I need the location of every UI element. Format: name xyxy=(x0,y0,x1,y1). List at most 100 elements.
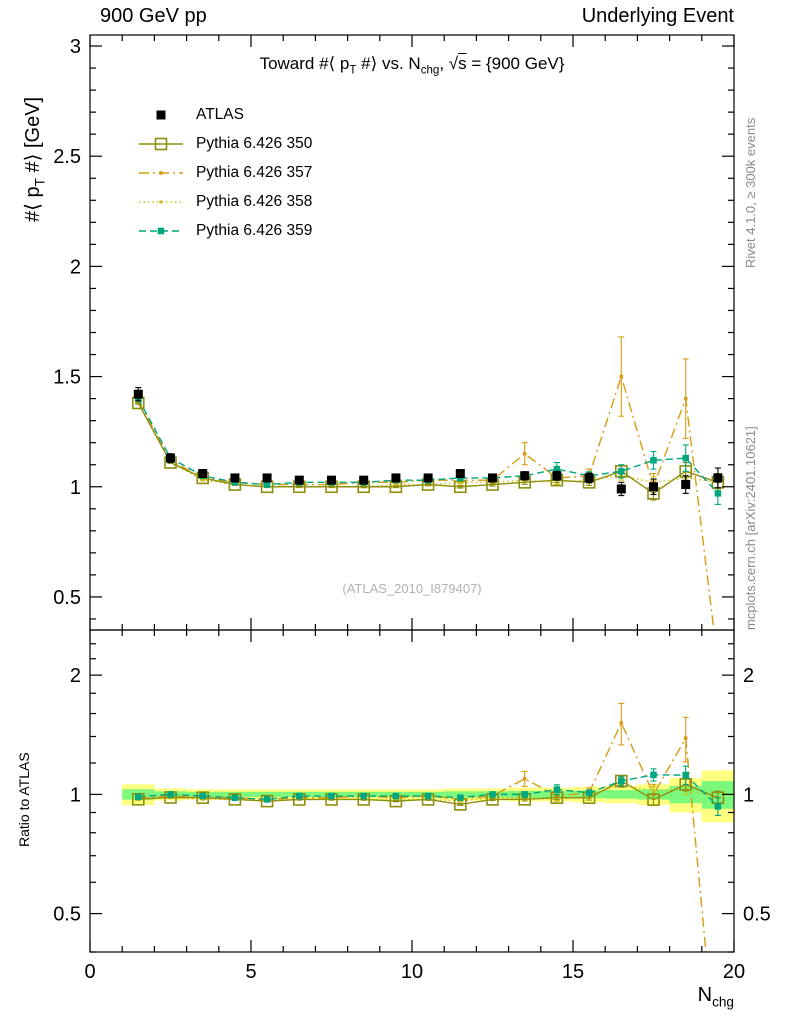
label-fragment: #⟨ p xyxy=(22,186,44,222)
data-marker xyxy=(682,454,689,462)
data-marker xyxy=(263,481,271,488)
data-marker xyxy=(683,396,688,401)
ratio-panel-frame xyxy=(89,629,735,953)
legend-item: Pythia 6.426 359 xyxy=(138,216,312,245)
data-marker xyxy=(154,137,168,150)
label-fragment: #⟩ vs. N xyxy=(356,54,421,73)
tick-label: 1 xyxy=(70,784,81,806)
tick-label: 1 xyxy=(70,477,81,499)
legend-marker-swatch xyxy=(139,227,183,234)
tick-label: 2 xyxy=(70,665,81,687)
data-marker xyxy=(228,793,242,806)
tick-label: 2.5 xyxy=(53,146,81,168)
tick-label: 0.5 xyxy=(53,904,81,926)
data-marker xyxy=(458,480,462,484)
label-fragment: chg xyxy=(712,994,734,1010)
tick-label: 2 xyxy=(70,256,81,278)
data-marker xyxy=(166,453,175,463)
data-marker xyxy=(553,465,561,473)
legend-label: Pythia 6.426 357 xyxy=(196,163,313,181)
data-marker xyxy=(294,475,304,485)
tick-label: 1 xyxy=(743,784,754,806)
data-marker xyxy=(328,792,335,800)
data-marker xyxy=(522,776,527,781)
data-marker xyxy=(391,473,401,483)
label-fragment: Toward #⟨ p xyxy=(259,54,350,73)
series-line xyxy=(137,374,715,630)
legend-item: Pythia 6.426 357 xyxy=(138,158,312,187)
data-marker xyxy=(650,457,657,464)
data-marker xyxy=(682,771,689,779)
label-fragment: N xyxy=(697,984,713,1006)
data-marker xyxy=(159,170,163,175)
data-marker xyxy=(714,803,722,810)
data-marker xyxy=(359,475,369,485)
data-marker xyxy=(231,794,239,801)
legend-item: ATLAS xyxy=(138,100,312,129)
tick-label: 5 xyxy=(245,961,256,983)
data-marker xyxy=(394,483,398,487)
label-fragment: s xyxy=(458,54,467,73)
tick-label: 0 xyxy=(84,961,95,983)
data-marker xyxy=(553,786,561,793)
legend-label: Pythia 6.426 350 xyxy=(196,134,313,152)
ratio-panel-series xyxy=(132,702,725,952)
data-marker xyxy=(199,792,206,800)
data-marker xyxy=(263,796,271,803)
legend-marker-swatch xyxy=(156,110,166,119)
data-marker xyxy=(198,469,208,479)
main-y-axis-title: #⟨ pT #⟩ [GeV] xyxy=(20,97,47,222)
data-marker xyxy=(424,792,432,800)
data-marker xyxy=(652,789,655,793)
tick-label: 3 xyxy=(70,36,81,58)
data-marker xyxy=(714,490,722,497)
data-marker xyxy=(683,736,688,740)
label-fragment: #⟩ [GeV] xyxy=(22,96,44,179)
data-marker xyxy=(488,473,497,483)
band-inner xyxy=(251,791,284,797)
ratio-y-axis-title: Ratio to ATLAS xyxy=(16,752,32,847)
data-marker xyxy=(455,469,465,479)
tick-label: 10 xyxy=(401,961,423,983)
mcplots-arxiv-note: mcplots.cern.ch [arXiv:2401.10621] xyxy=(743,426,758,630)
data-marker xyxy=(167,791,174,798)
x-axis-title: Nchg xyxy=(698,984,734,1009)
data-marker xyxy=(327,475,336,485)
label-fragment: = {900 GeV} xyxy=(466,54,565,73)
tick-label: 0.5 xyxy=(743,904,771,926)
data-marker xyxy=(394,797,398,801)
data-marker xyxy=(520,471,530,481)
data-marker xyxy=(296,792,303,800)
legend-item: Pythia 6.426 350 xyxy=(138,129,312,158)
tick-label: 0.5 xyxy=(53,587,81,609)
data-marker xyxy=(619,374,624,379)
data-marker xyxy=(489,791,496,798)
data-marker xyxy=(647,793,660,806)
data-marker xyxy=(457,794,464,801)
data-marker xyxy=(649,482,658,492)
data-marker xyxy=(716,661,720,665)
data-marker xyxy=(619,721,624,725)
data-marker xyxy=(522,451,527,456)
plot-title: Toward #⟨ pT #⟩ vs. Nchg, √s = {900 GeV} xyxy=(90,54,734,77)
data-marker xyxy=(458,799,462,803)
label-fragment: chg xyxy=(420,64,440,77)
legend-label: ATLAS xyxy=(196,105,244,123)
data-marker xyxy=(616,484,626,494)
data-marker xyxy=(156,110,166,119)
data-marker xyxy=(552,471,562,481)
data-marker xyxy=(201,797,205,801)
legend-marker-swatch xyxy=(139,170,183,175)
tick-label: 2 xyxy=(743,665,754,687)
main-panel-series xyxy=(132,336,725,665)
data-marker xyxy=(681,480,691,490)
label-fragment: , √ xyxy=(439,54,459,73)
data-marker xyxy=(618,777,625,785)
legend-marker-swatch xyxy=(139,137,183,150)
legend: ATLAS Pythia 6.426 350 Pythia 6.426 357 Pyt… xyxy=(138,100,312,245)
data-marker xyxy=(230,473,240,483)
rivet-version-note: Rivet 4.1.0, ≥ 300k events xyxy=(743,117,758,268)
legend-marker-swatch xyxy=(139,200,183,203)
